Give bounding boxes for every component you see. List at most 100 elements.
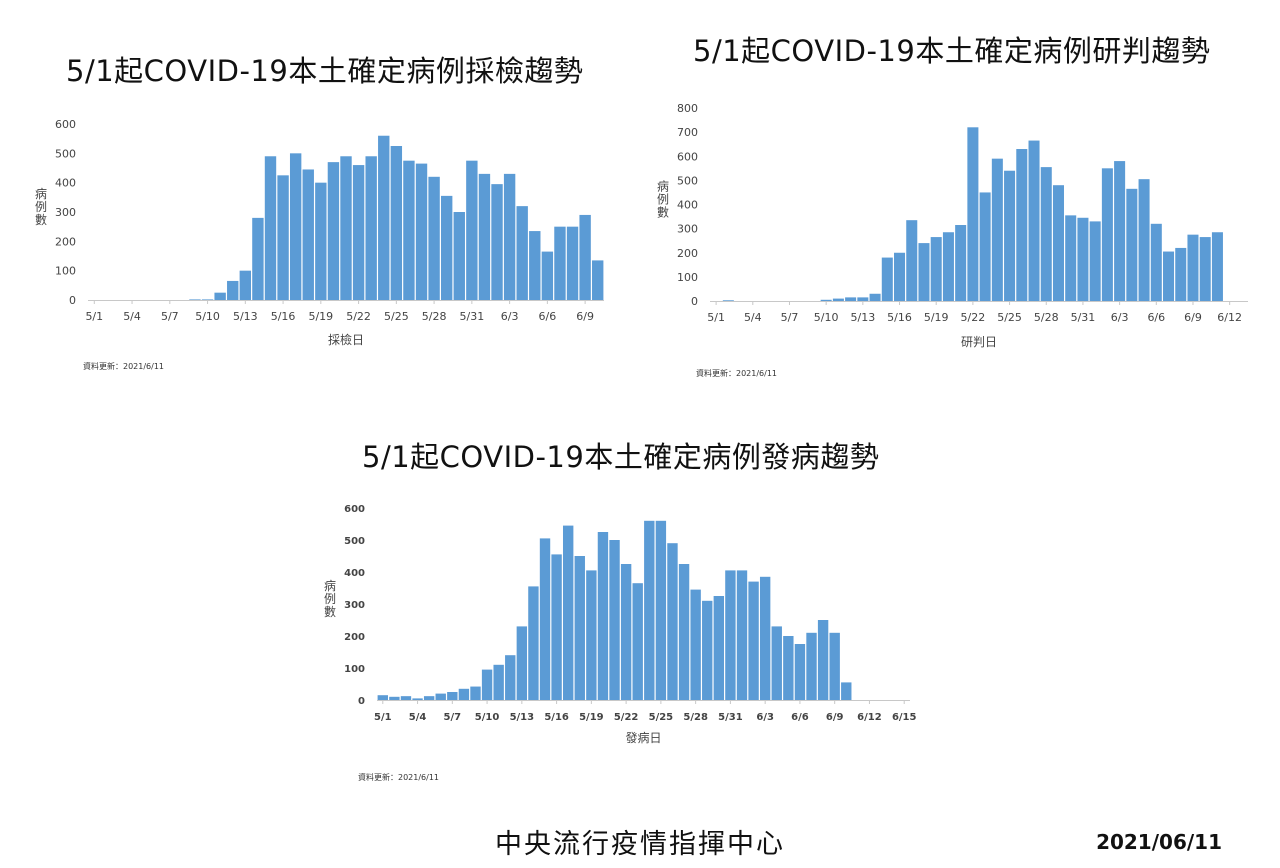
x-tick-label: 5/13: [510, 712, 535, 723]
y-tick-label: 300: [344, 600, 365, 611]
bar: [918, 243, 930, 301]
bar: [748, 581, 759, 700]
bar: [736, 570, 748, 700]
y-tick-label: 700: [677, 126, 698, 139]
x-tick-label: 6/3: [501, 310, 519, 323]
bar: [906, 220, 918, 301]
bar: [412, 698, 423, 700]
x-tick-label: 5/10: [814, 311, 839, 324]
bar: [806, 632, 817, 700]
x-tick-label: 5/10: [195, 310, 220, 323]
x-tick-label: 5/28: [1034, 311, 1059, 324]
bar: [655, 520, 667, 700]
bar: [1077, 217, 1089, 301]
x-tick-label: 5/4: [744, 311, 762, 324]
bar: [264, 156, 277, 300]
y-tick-label: 600: [55, 118, 76, 131]
y-tick-label: 100: [677, 271, 698, 284]
bar: [722, 300, 734, 301]
bar: [390, 146, 403, 300]
x-tick-label: 6/9: [826, 712, 844, 723]
bar: [574, 556, 585, 700]
bar: [1187, 234, 1199, 301]
bar: [967, 127, 979, 301]
bar: [832, 298, 844, 301]
chart-title-onset: 5/1起COVID-19本土確定病例發病趨勢: [362, 440, 880, 474]
x-tick-label: 5/4: [123, 310, 141, 323]
bar: [252, 217, 264, 300]
y-tick-label: 600: [677, 150, 698, 163]
y-tick-label: 0: [358, 696, 365, 707]
x-tick-label: 5/10: [475, 712, 500, 723]
x-tick-label: 5/7: [161, 310, 179, 323]
x-tick-label: 5/19: [579, 712, 604, 723]
x-tick-label: 5/25: [649, 712, 674, 723]
y-axis-label: 病例數: [35, 186, 47, 227]
bar: [315, 182, 327, 300]
x-tick-label: 5/16: [887, 311, 912, 324]
bar: [702, 600, 713, 700]
x-tick-label: 5/13: [233, 310, 258, 323]
bar: [239, 270, 252, 300]
bar: [1101, 168, 1113, 301]
x-tick-label: 5/4: [409, 712, 427, 723]
bar: [327, 162, 340, 300]
bar: [491, 184, 503, 300]
bar: [841, 682, 852, 700]
bar: [1163, 251, 1175, 301]
x-tick-label: 5/31: [1071, 311, 1096, 324]
bar: [562, 525, 574, 700]
bar: [423, 696, 435, 700]
y-tick-label: 600: [344, 504, 365, 515]
bar: [857, 297, 869, 301]
bar: [340, 156, 352, 300]
y-tick-label: 100: [55, 265, 76, 278]
chart-title-sampling: 5/1起COVID-19本土確定病例採檢趨勢: [66, 54, 584, 88]
bar: [597, 532, 609, 700]
x-tick-label: 5/7: [444, 712, 462, 723]
bar: [667, 543, 678, 700]
bar: [930, 237, 942, 301]
x-tick-label: 5/22: [346, 310, 371, 323]
bar: [302, 169, 314, 300]
bar: [592, 260, 604, 300]
bar: [428, 176, 440, 300]
bar: [389, 696, 400, 700]
x-tick-label: 6/12: [1217, 311, 1242, 324]
bar: [609, 540, 620, 700]
bar: [894, 252, 906, 301]
bar: [759, 576, 771, 700]
x-tick-label: 5/31: [718, 712, 743, 723]
x-tick-label: 6/9: [1184, 311, 1202, 324]
bar: [1016, 149, 1028, 301]
x-tick-label: 6/6: [1147, 311, 1165, 324]
x-tick-label: 5/22: [614, 712, 639, 723]
bar: [478, 173, 491, 300]
x-tick-label: 5/13: [850, 311, 875, 324]
bar: [470, 686, 481, 700]
y-tick-label: 200: [55, 235, 76, 248]
bar: [794, 644, 806, 700]
bar: [277, 175, 289, 300]
bar: [678, 564, 690, 700]
chart-title-diagnosis: 5/1起COVID-19本土確定病例研判趨勢: [693, 34, 1211, 68]
update-note: 資料更新：2021/6/11: [358, 773, 440, 782]
x-tick-label: 6/6: [791, 712, 809, 723]
x-tick-label: 5/22: [961, 311, 986, 324]
bar: [881, 257, 893, 301]
bar: [541, 251, 554, 300]
bar: [447, 692, 458, 700]
bar: [458, 688, 470, 700]
bar: [955, 225, 967, 301]
bar: [1150, 223, 1162, 301]
bar: [979, 192, 991, 301]
bar: [365, 156, 377, 300]
bar: [505, 655, 516, 700]
x-tick-label: 6/12: [857, 712, 882, 723]
bar: [725, 570, 736, 700]
bar: [644, 520, 655, 700]
y-tick-label: 0: [691, 295, 698, 308]
